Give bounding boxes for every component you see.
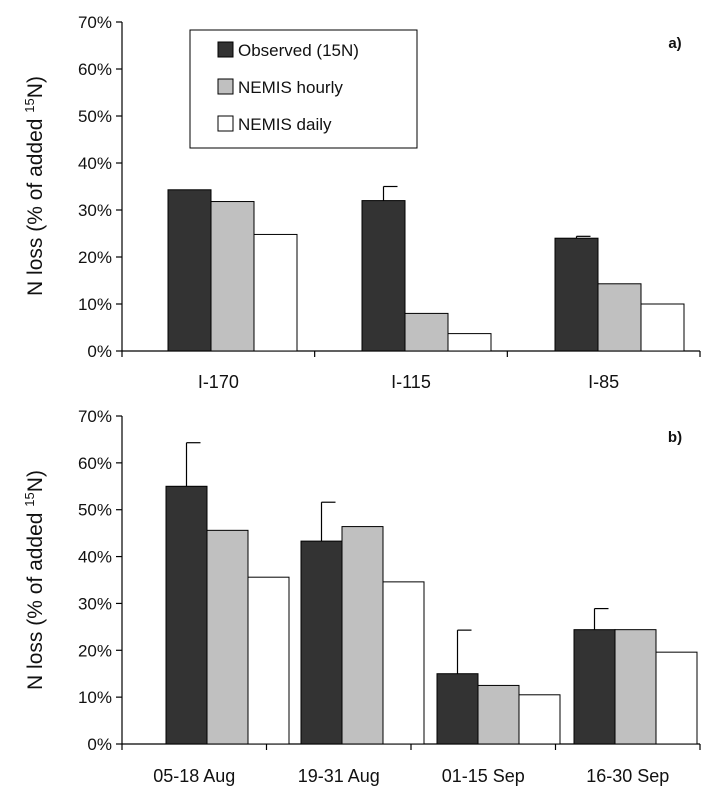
bar — [518, 694, 561, 745]
y-tick-label: 0% — [87, 342, 112, 361]
legend-label: Observed (15N) — [238, 41, 359, 60]
x-category-label: 19-31 Aug — [298, 766, 380, 786]
y-tick-label: 50% — [78, 107, 112, 126]
y-tick-label: 70% — [78, 13, 112, 32]
x-category-label: I-85 — [588, 372, 619, 392]
legend-label: NEMIS hourly — [238, 78, 343, 97]
bar — [597, 283, 642, 352]
y-tick-label: 10% — [78, 295, 112, 314]
panel-b: 0% 10% 20% 30% 40% 50% 60% 70% 05-18 Aug 19-31 Au… — [22, 407, 701, 786]
x-category-label: 16-30 Sep — [586, 766, 669, 786]
y-axis-label-superscript: 15 — [22, 98, 37, 112]
y-tick-label: 30% — [78, 594, 112, 613]
x-category-label: I-115 — [391, 372, 431, 392]
bar — [404, 312, 449, 352]
bar — [300, 540, 343, 745]
bar — [436, 673, 479, 745]
y-axis-label-end: N) — [24, 470, 47, 492]
bar — [640, 303, 685, 352]
y-axis-label: N loss (% of added 15N) — [22, 470, 47, 690]
panel-label: b) — [668, 429, 682, 446]
legend-label: NEMIS daily — [238, 115, 332, 134]
y-axis-label: N loss (% of added 15N) — [22, 76, 47, 296]
bar — [382, 581, 425, 745]
legend-swatch — [217, 41, 234, 58]
bar — [554, 237, 599, 352]
legend-swatch — [217, 78, 234, 95]
y-tick-label: 20% — [78, 248, 112, 267]
bar — [167, 189, 212, 352]
x-category-label: 05-18 Aug — [153, 766, 235, 786]
y-axis-label-main: N loss (% of added — [24, 507, 47, 690]
y-axis-label-superscript: 15 — [22, 492, 37, 506]
x-category-label: 01-15 Sep — [442, 766, 525, 786]
bar — [614, 629, 657, 745]
bar — [206, 529, 249, 745]
legend-swatch — [217, 115, 234, 132]
y-tick-label: 40% — [78, 154, 112, 173]
y-tick-label: 10% — [78, 688, 112, 707]
bar — [655, 651, 698, 745]
bar — [573, 629, 616, 745]
bar — [341, 526, 384, 745]
bar — [361, 200, 406, 352]
y-axis-label-end: N) — [24, 76, 47, 98]
bar — [247, 576, 290, 745]
x-category-label: I-170 — [198, 372, 239, 392]
y-tick-label: 40% — [78, 548, 112, 567]
y-tick-label: 60% — [78, 454, 112, 473]
y-tick-label: 60% — [78, 60, 112, 79]
bar — [210, 201, 255, 352]
y-tick-label: 50% — [78, 501, 112, 520]
y-tick-label: 20% — [78, 641, 112, 660]
bar — [253, 233, 298, 352]
y-tick-label: 70% — [78, 407, 112, 426]
bar — [165, 485, 208, 745]
y-tick-label: 30% — [78, 201, 112, 220]
panel-a: 0% 10% 20% 30% 40% 50% 60% 70% I-170 I-115 I-85 N l… — [22, 13, 701, 392]
y-axis-label-main: N loss (% of added — [24, 113, 47, 296]
bar — [447, 333, 492, 352]
y-tick-label: 0% — [87, 735, 112, 754]
panel-label: a) — [668, 35, 681, 52]
bar — [477, 684, 520, 745]
